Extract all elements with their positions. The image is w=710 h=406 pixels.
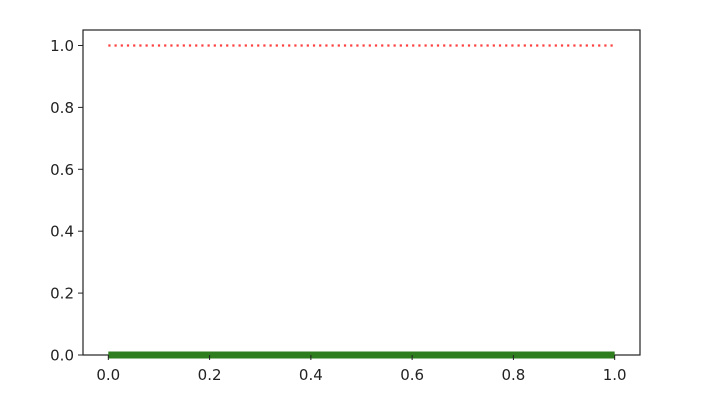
x-tick-label: 0.4 <box>299 366 323 384</box>
y-axis-ticks: 0.0 0.2 0.4 0.6 0.8 1.0 <box>50 37 83 365</box>
x-tick-label: 1.0 <box>603 366 627 384</box>
plot-area-frame <box>82 29 641 356</box>
y-tick-label: 0.8 <box>50 99 74 117</box>
x-tick-label: 0.8 <box>501 366 525 384</box>
y-tick-label: 1.0 <box>50 37 74 55</box>
x-tick-label: 0.0 <box>96 366 120 384</box>
x-tick-label: 0.2 <box>198 366 222 384</box>
y-tick-label: 0.6 <box>50 161 74 179</box>
x-tick-label: 0.6 <box>400 366 424 384</box>
x-axis-ticks: 0.0 0.2 0.4 0.6 0.8 1.0 <box>96 355 627 384</box>
y-tick-label: 0.0 <box>50 347 74 365</box>
series-layer <box>108 44 615 359</box>
y-tick-label: 0.4 <box>50 223 74 241</box>
y-tick-label: 0.2 <box>50 285 74 303</box>
